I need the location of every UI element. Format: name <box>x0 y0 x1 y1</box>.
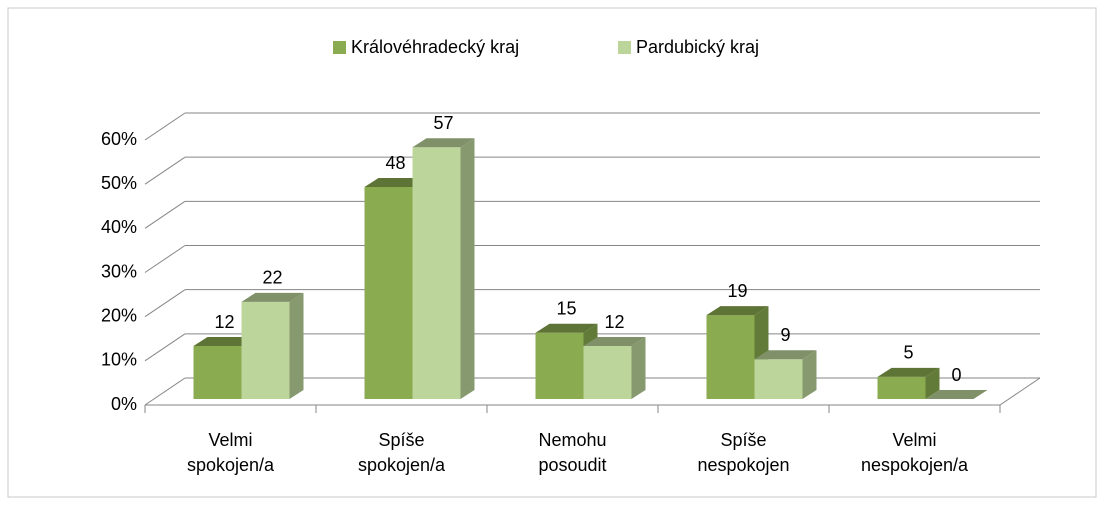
data-label: 15 <box>556 299 576 319</box>
axis <box>999 377 1041 406</box>
y-tick-label: 20% <box>101 305 137 325</box>
bar-top <box>535 323 598 333</box>
legend-label: Pardubický kraj <box>636 37 759 57</box>
bar-top <box>412 138 475 148</box>
bar <box>241 301 290 399</box>
bar <box>583 346 632 399</box>
grid-line-side <box>144 289 186 318</box>
data-label: 9 <box>780 325 790 345</box>
x-tick-label: Velmi spokojen/a <box>186 430 275 475</box>
bar-side <box>802 350 817 399</box>
bar <box>412 147 461 399</box>
bar-top <box>877 367 940 377</box>
bar <box>754 359 803 399</box>
bar <box>364 187 413 399</box>
x-tick-label: Velmi nespokojen/a <box>860 430 969 475</box>
legend-swatch <box>618 41 631 54</box>
grid-line-side <box>144 156 186 185</box>
bar-top <box>193 337 256 346</box>
bar-side <box>289 292 304 399</box>
x-tick-label: Spíše spokojen/a <box>357 430 446 475</box>
data-label: 0 <box>951 365 961 385</box>
data-label: 12 <box>214 312 234 332</box>
legend-label: Královéhradecký kraj <box>351 37 519 57</box>
grid-line-side <box>144 112 186 141</box>
data-label: 57 <box>433 113 453 133</box>
data-label: 12 <box>604 312 624 332</box>
data-label: 19 <box>727 281 747 301</box>
bar-top <box>583 337 646 346</box>
y-tick-label: 10% <box>101 350 137 370</box>
legend-swatch <box>333 41 346 54</box>
y-tick-label: 60% <box>101 129 137 149</box>
bar-top <box>241 292 304 302</box>
data-label: 22 <box>262 268 282 288</box>
bar-top <box>706 306 769 316</box>
grid-line-side <box>144 377 186 406</box>
x-tick-label: Nemohu posoudit <box>538 430 607 475</box>
x-tick-label: Spíše nespokojen <box>697 430 790 475</box>
bar-side <box>631 337 646 399</box>
bar <box>193 346 242 399</box>
bar-top <box>754 350 817 360</box>
data-label: 5 <box>903 343 913 363</box>
grid-line-side <box>144 200 186 229</box>
bar <box>535 332 584 399</box>
bar <box>877 376 926 399</box>
bar-top <box>364 178 427 187</box>
grid-line-side <box>144 245 186 273</box>
bar <box>706 315 755 399</box>
y-tick-label: 50% <box>101 173 137 193</box>
grid-line-side <box>144 333 186 362</box>
y-tick-label: 30% <box>101 261 137 281</box>
y-tick-label: 40% <box>101 217 137 237</box>
data-label: 48 <box>385 153 405 173</box>
bar-side <box>460 138 475 399</box>
bar-side <box>925 367 940 399</box>
y-tick-label: 0% <box>111 394 137 414</box>
bar-top <box>925 390 988 399</box>
chart-border <box>7 7 1097 498</box>
